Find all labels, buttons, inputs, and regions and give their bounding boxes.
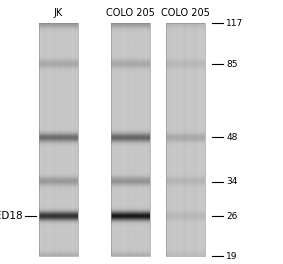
Bar [39, 23, 78, 256]
Bar [166, 23, 205, 256]
Text: 26: 26 [226, 211, 237, 220]
Text: 85: 85 [226, 60, 238, 69]
Text: COLO 205: COLO 205 [161, 8, 210, 18]
Text: JK: JK [54, 8, 63, 18]
Text: 117: 117 [226, 19, 243, 28]
Text: 48: 48 [226, 133, 237, 142]
Text: MED18: MED18 [0, 211, 22, 221]
Bar [111, 23, 150, 256]
Text: 19: 19 [226, 252, 238, 261]
Text: COLO 205: COLO 205 [106, 8, 155, 18]
Text: 34: 34 [226, 177, 237, 186]
